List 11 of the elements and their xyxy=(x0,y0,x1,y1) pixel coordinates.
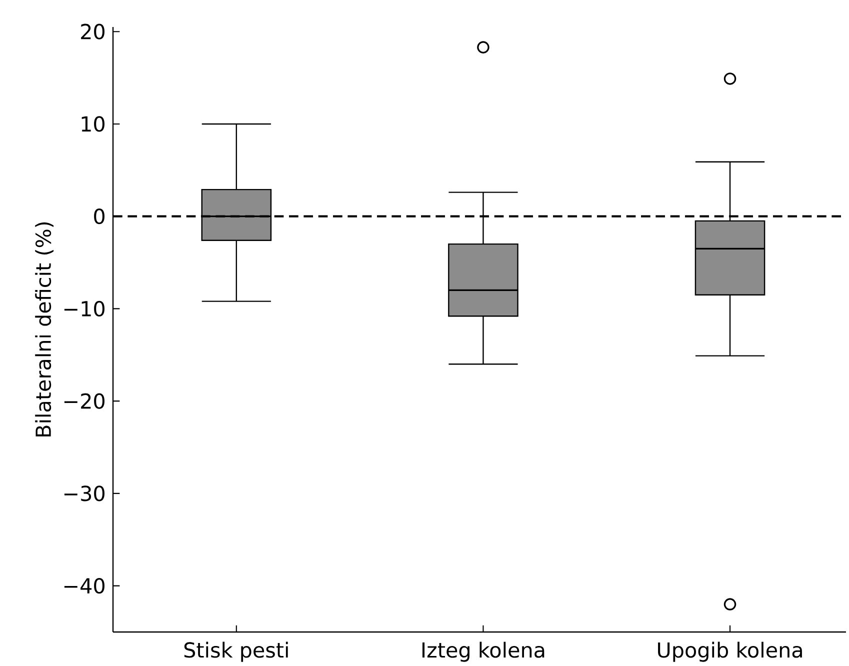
x-tick-label: Upogib kolena xyxy=(658,642,802,662)
x-tick-label: Izteg kolena xyxy=(422,642,544,662)
y-tick-label: 10 xyxy=(82,116,104,132)
y-tick-label: 20 xyxy=(81,24,104,40)
y-tick-label: −20 xyxy=(64,393,104,409)
y-tick-label: 0 xyxy=(94,208,104,224)
y-tick-label: −30 xyxy=(64,486,104,502)
x-tick-label: Stisk pesti xyxy=(184,642,288,662)
y-tick-label: −10 xyxy=(64,300,104,317)
y-axis-title: Bilateralni deficit (%) xyxy=(35,222,54,436)
y-tick-label: −40 xyxy=(64,578,104,594)
